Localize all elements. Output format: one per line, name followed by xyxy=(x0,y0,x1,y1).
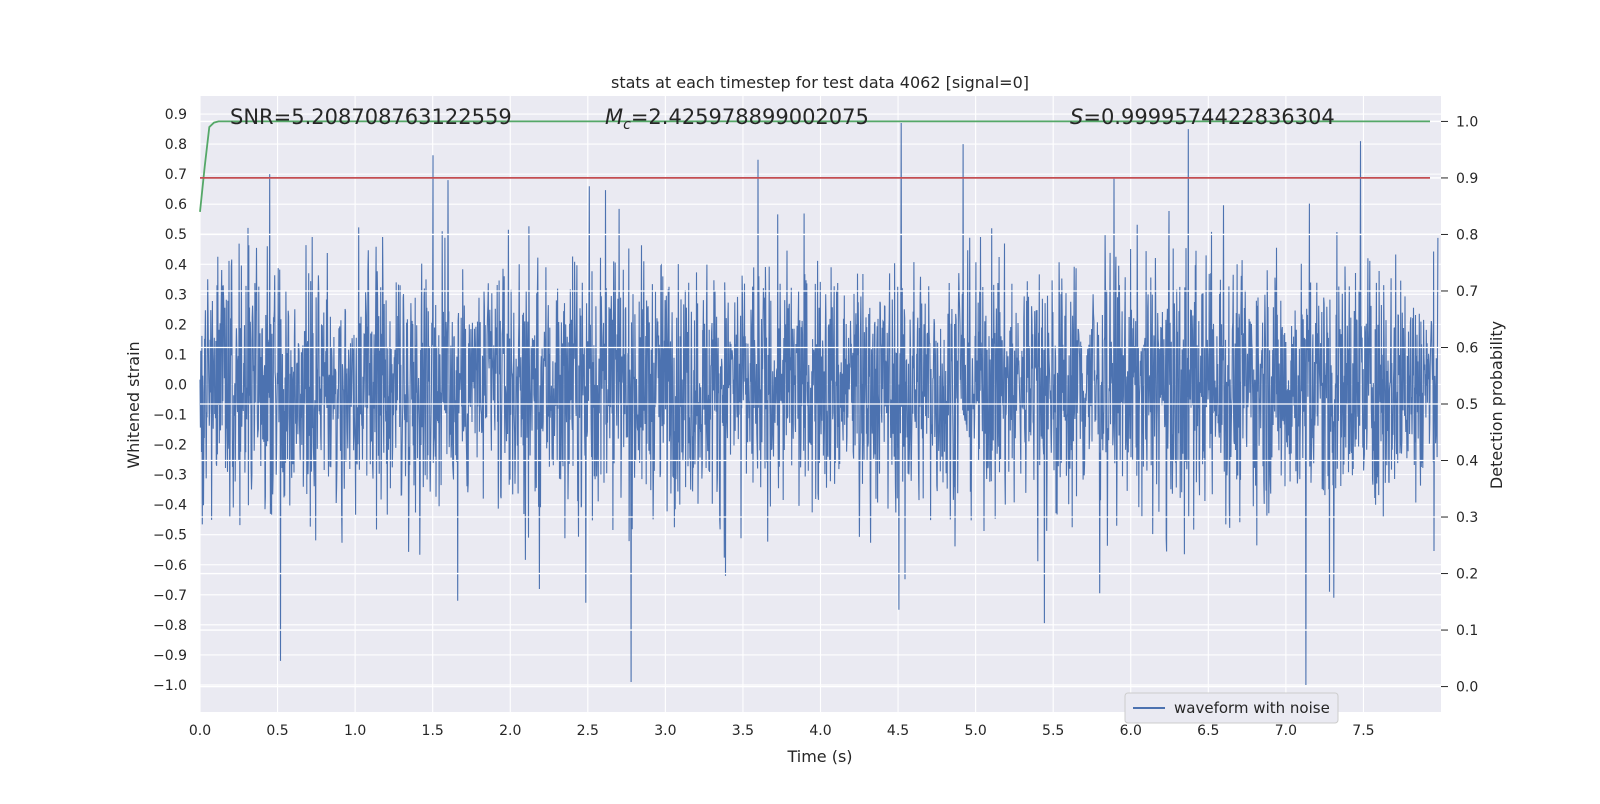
y2-tick-label: 0.0 xyxy=(1456,680,1478,696)
x-tick-label: 0.0 xyxy=(189,723,211,739)
score-symbol: S xyxy=(1070,105,1083,129)
chirp-mass-value: =2.425978899002075 xyxy=(631,105,869,129)
y-tick-label: −0.5 xyxy=(153,528,187,544)
y-tick-label: 0.1 xyxy=(165,347,187,363)
x-axis-label: Time (s) xyxy=(786,747,852,766)
chirp-mass-subscript: c xyxy=(623,117,631,133)
waveform-line xyxy=(199,122,1439,686)
y-tick-label: −0.4 xyxy=(153,498,187,514)
score-value: =0.9999574422836304 xyxy=(1083,105,1334,129)
waveform-series xyxy=(199,122,1439,686)
y2-tick-label: 0.7 xyxy=(1456,284,1478,300)
legend: waveform with noise xyxy=(1124,692,1339,724)
y2-tick-label: 0.9 xyxy=(1456,171,1478,187)
y-tick-label: −1.0 xyxy=(153,678,187,694)
y-tick-label: −0.6 xyxy=(153,558,187,574)
x-tick-label: 5.5 xyxy=(1042,723,1064,739)
y-tick-label: 0.3 xyxy=(165,287,187,303)
x-tick-label: 6.0 xyxy=(1120,723,1142,739)
y-tick-label: −0.9 xyxy=(153,648,187,664)
y-tick-label: 0.5 xyxy=(165,227,187,243)
y2-tick-label: 0.5 xyxy=(1456,397,1478,413)
detection-probability-line xyxy=(199,120,1430,212)
x-tick-label: 1.5 xyxy=(422,723,444,739)
y-tick-label: 0.7 xyxy=(165,167,187,183)
x-tick-label: 6.5 xyxy=(1197,723,1219,739)
y2-tick-label: 1.0 xyxy=(1456,114,1478,130)
legend-box xyxy=(1124,692,1339,724)
score-annotation: S=0.9999574422836304 xyxy=(1070,105,1335,129)
y-tick-label: 0.9 xyxy=(165,107,187,123)
x-tick-label: 4.5 xyxy=(887,723,909,739)
y-tick-label: 0.4 xyxy=(165,257,187,273)
y-tick-label: 0.2 xyxy=(165,317,187,333)
x-tick-label: 2.5 xyxy=(577,723,599,739)
x-tick-label: 3.5 xyxy=(732,723,754,739)
y-tick-label: −0.3 xyxy=(153,468,187,484)
y-tick-label: −0.8 xyxy=(153,618,187,634)
x-tick-label: 1.0 xyxy=(344,723,366,739)
y-tick-labels: 0.9 0.8 0.7 0.6 0.5 0.4 0.3 0.2 0.1 0.0 −0.1 −0.2 −0… xyxy=(153,107,187,694)
chirp-mass-symbol: M xyxy=(605,105,623,129)
x-tick-label: 3.0 xyxy=(654,723,676,739)
x-tick-label: 0.5 xyxy=(266,723,288,739)
y-tick-label: −0.1 xyxy=(153,408,187,424)
y2-tick-label: 0.6 xyxy=(1456,340,1478,356)
x-tick-label: 7.5 xyxy=(1352,723,1374,739)
x-tick-label: 2.0 xyxy=(499,723,521,739)
x-tick-labels: 0.0 0.5 1.0 1.5 2.0 2.5 3.0 3.5 4.0 4.5 5.0 5.5 6.0 6… xyxy=(189,723,1375,739)
y2-axis-label: Detection probability xyxy=(1487,321,1506,489)
x-tick-label: 5.0 xyxy=(964,723,986,739)
y2-tick-label: 0.2 xyxy=(1456,567,1478,583)
snr-annotation: SNR=5.208708763122559 xyxy=(230,105,512,129)
y-tick-label: 0.0 xyxy=(165,377,187,393)
x-tick-label: 7.0 xyxy=(1275,723,1297,739)
y2-tick-label: 0.1 xyxy=(1456,623,1478,639)
y2-tick-label: 0.3 xyxy=(1456,510,1478,526)
chirp-mass-annotation: Mc=2.425978899002075 xyxy=(605,105,869,133)
y-axis-label: Whitened strain xyxy=(124,341,143,468)
probability-lines xyxy=(199,120,1430,212)
chart-title: stats at each timestep for test data 406… xyxy=(611,73,1029,92)
y-tick-label: −0.7 xyxy=(153,588,187,604)
legend-entry: waveform with noise xyxy=(1174,699,1330,717)
x-tick-label: 4.0 xyxy=(809,723,831,739)
y-tick-label: 0.8 xyxy=(165,137,187,153)
y2-tick-label: 0.8 xyxy=(1456,227,1478,243)
y-tick-label: 0.6 xyxy=(165,197,187,213)
y2-tick-labels: 1.0 0.9 0.8 0.7 0.6 0.5 0.4 0.3 0.2 0.1 0.0 xyxy=(1441,114,1478,696)
y-tick-label: −0.2 xyxy=(153,438,187,454)
y2-tick-label: 0.4 xyxy=(1456,454,1478,470)
